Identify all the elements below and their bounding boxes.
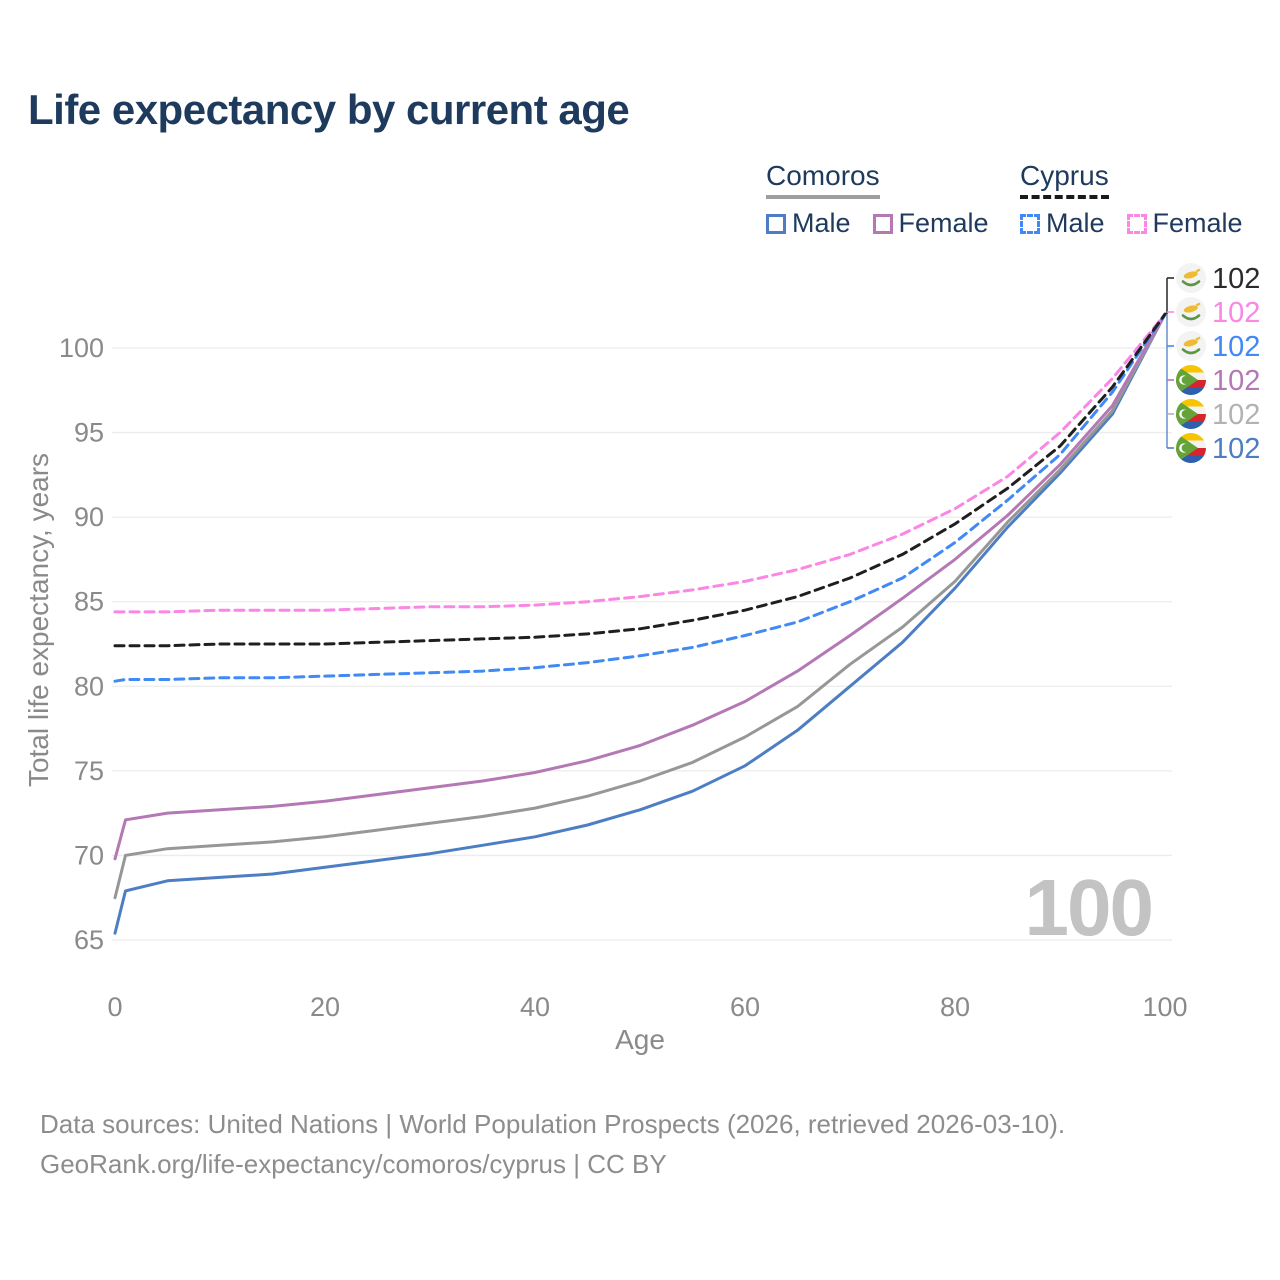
legend-item-cyprus-male[interactable]: Male (1020, 208, 1105, 239)
cyprus-male-swatch-icon (1020, 213, 1040, 234)
legend-item-comoros-male[interactable]: Male (766, 208, 851, 239)
legend-items-comoros: Male Female (766, 208, 989, 239)
y-tick-label: 75 (74, 756, 104, 786)
comoros-female-swatch-icon (872, 213, 893, 234)
y-tick-label: 95 (74, 418, 104, 448)
page-title: Life expectancy by current age (28, 86, 630, 133)
data-sources-text: Data sources: United Nations | World Pop… (40, 1109, 1066, 1139)
legend-label: Male (1046, 208, 1105, 238)
cyprus-female-swatch-icon (1126, 213, 1147, 234)
cyprus-flag-icon (1176, 331, 1206, 361)
end-label-cyprus-both: 102 (1212, 263, 1260, 295)
x-tick-label: 100 (1142, 992, 1187, 1022)
legend-label: Male (792, 208, 851, 238)
series-line-comoros-female (113, 312, 1167, 861)
y-tick-label: 100 (59, 333, 104, 363)
legend-country-cyprus: Cyprus (1020, 160, 1109, 199)
x-tick-label: 20 (310, 992, 340, 1022)
comoros-flag-icon (1176, 433, 1206, 463)
legend-group-cyprus: Cyprus Male Female (1020, 160, 1243, 239)
x-tick-label: 80 (940, 992, 970, 1022)
series-line-comoros-both (113, 312, 1167, 900)
footer: Data sources: United Nations | World Pop… (40, 1104, 1065, 1184)
end-label-cyprus-male: 102 (1212, 331, 1260, 363)
end-label-comoros-male: 102 (1212, 433, 1260, 465)
end-label-comoros-female: 102 (1212, 365, 1260, 397)
y-tick-label: 90 (74, 502, 104, 532)
age-frame-watermark: 100 (1024, 863, 1154, 952)
end-label-cyprus-female: 102 (1212, 297, 1260, 329)
y-tick-label: 80 (74, 671, 104, 701)
x-tick-label: 0 (107, 992, 122, 1022)
series-line-cyprus-female (113, 312, 1167, 614)
series-line-comoros-male (113, 312, 1167, 935)
x-tick-label: 40 (520, 992, 550, 1022)
legend-label: Female (898, 208, 989, 238)
y-tick-label: 65 (74, 925, 104, 955)
y-tick-label: 70 (74, 840, 104, 870)
x-tick-label: 60 (730, 992, 760, 1022)
legend-items-cyprus: Male Female (1020, 208, 1243, 239)
comoros-male-swatch-icon (766, 213, 786, 234)
y-axis-title: Total life expectancy, years (23, 453, 54, 787)
legend-label: Female (1152, 208, 1243, 238)
series-line-cyprus-male (113, 312, 1167, 683)
legend-item-comoros-female[interactable]: Female (872, 208, 989, 239)
x-axis-title: Age (615, 1024, 665, 1055)
legend-group-comoros: Comoros Male Female (766, 160, 989, 239)
comoros-flag-icon (1176, 365, 1206, 395)
cyprus-flag-icon (1176, 263, 1206, 293)
legend-item-cyprus-female[interactable]: Female (1126, 208, 1243, 239)
y-tick-label: 85 (74, 587, 104, 617)
end-label-comoros-both: 102 (1212, 399, 1260, 431)
comoros-flag-icon (1176, 399, 1206, 429)
attribution-text: GeoRank.org/life-expectancy/comoros/cypr… (40, 1149, 667, 1179)
legend-country-comoros: Comoros (766, 160, 880, 199)
cyprus-flag-icon (1176, 297, 1206, 327)
series-line-cyprus-both (113, 312, 1167, 648)
